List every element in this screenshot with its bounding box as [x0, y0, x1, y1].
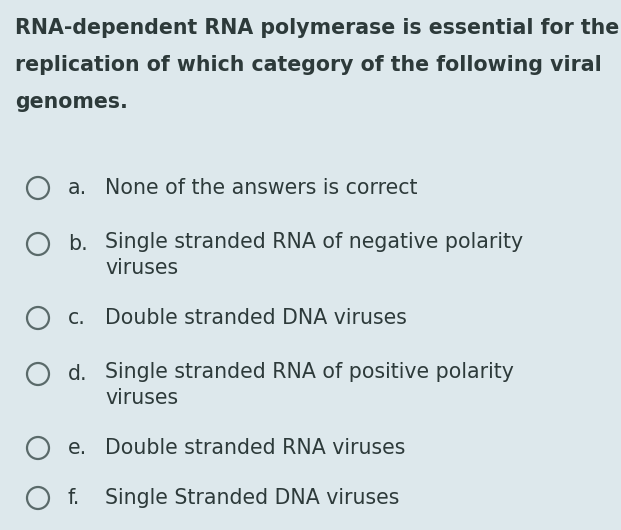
Text: viruses: viruses	[105, 388, 178, 408]
Text: replication of which category of the following viral: replication of which category of the fol…	[15, 55, 602, 75]
Text: Single Stranded DNA viruses: Single Stranded DNA viruses	[105, 488, 399, 508]
Text: Single stranded RNA of positive polarity: Single stranded RNA of positive polarity	[105, 362, 514, 382]
Text: genomes.: genomes.	[15, 92, 128, 112]
Text: Single stranded RNA of negative polarity: Single stranded RNA of negative polarity	[105, 232, 523, 252]
Text: a.: a.	[68, 178, 87, 198]
Text: c.: c.	[68, 308, 86, 328]
Text: f.: f.	[68, 488, 80, 508]
Text: Double stranded DNA viruses: Double stranded DNA viruses	[105, 308, 407, 328]
Text: None of the answers is correct: None of the answers is correct	[105, 178, 417, 198]
Text: d.: d.	[68, 364, 88, 384]
Text: Double stranded RNA viruses: Double stranded RNA viruses	[105, 438, 406, 458]
Text: RNA-dependent RNA polymerase is essential for the: RNA-dependent RNA polymerase is essentia…	[15, 18, 619, 38]
Text: b.: b.	[68, 234, 88, 254]
Text: viruses: viruses	[105, 258, 178, 278]
Text: e.: e.	[68, 438, 87, 458]
